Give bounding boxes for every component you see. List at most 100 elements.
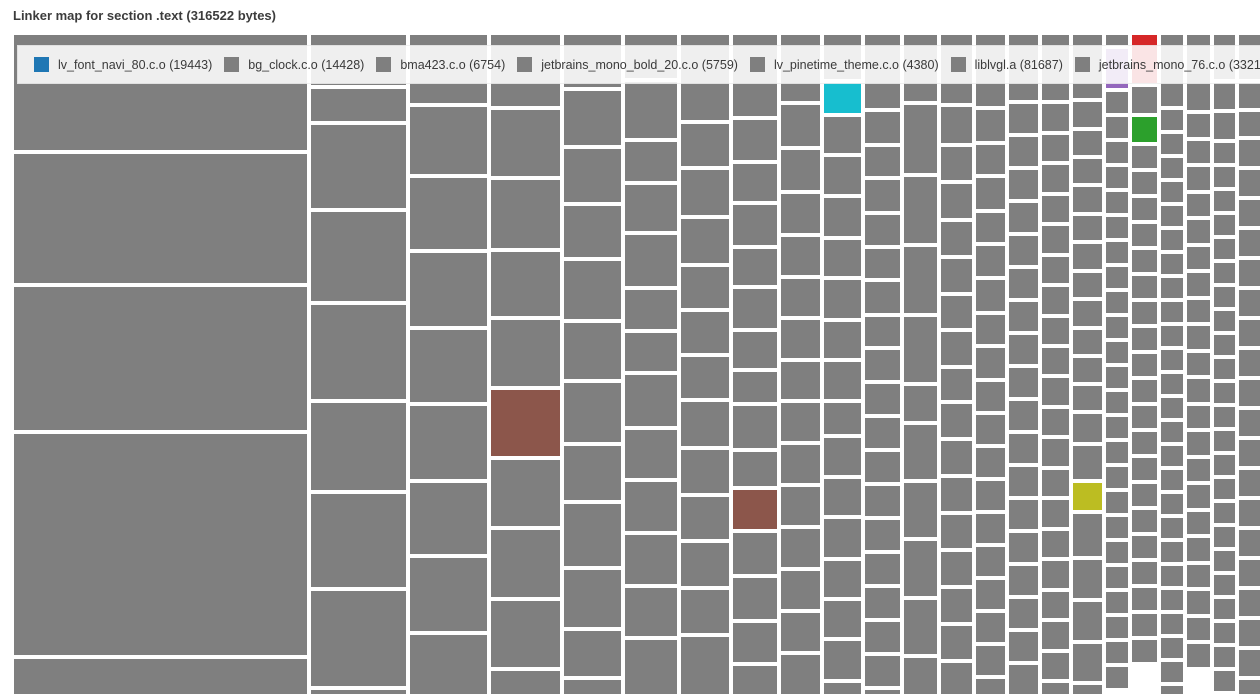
treemap-tile bbox=[410, 107, 487, 174]
treemap-tile bbox=[1132, 146, 1157, 168]
treemap-tile bbox=[564, 261, 621, 319]
treemap-tile bbox=[491, 180, 560, 248]
treemap-tile bbox=[976, 679, 1005, 694]
treemap-tile bbox=[1239, 380, 1260, 406]
treemap-tile bbox=[1161, 254, 1183, 274]
treemap-tile bbox=[941, 441, 972, 474]
legend-swatch bbox=[749, 57, 765, 72]
treemap-tile bbox=[1187, 114, 1210, 137]
treemap-column bbox=[564, 35, 621, 694]
treemap-tile bbox=[733, 578, 777, 619]
treemap-tile bbox=[1073, 644, 1102, 681]
treemap-tile bbox=[1161, 326, 1183, 346]
treemap-tile bbox=[1161, 230, 1183, 250]
treemap-tile bbox=[733, 205, 777, 245]
treemap-tile bbox=[1161, 686, 1183, 694]
treemap-tile bbox=[781, 655, 820, 694]
treemap-tile bbox=[1042, 653, 1069, 679]
treemap-tile bbox=[1161, 350, 1183, 370]
treemap-tile bbox=[410, 406, 487, 479]
treemap-tile bbox=[824, 157, 861, 194]
treemap-tile bbox=[976, 315, 1005, 344]
treemap-tile bbox=[781, 279, 820, 316]
treemap-tile bbox=[941, 478, 972, 511]
treemap-tile bbox=[1042, 196, 1069, 222]
treemap-tile bbox=[1239, 112, 1260, 136]
treemap-tile bbox=[1214, 335, 1235, 355]
treemap-tile bbox=[941, 404, 972, 437]
treemap-tile bbox=[1073, 560, 1102, 598]
treemap-tile bbox=[904, 177, 937, 243]
treemap-tile bbox=[1214, 359, 1235, 379]
treemap-tile bbox=[904, 600, 937, 654]
treemap-tile bbox=[1214, 671, 1235, 691]
treemap-tile bbox=[941, 296, 972, 328]
treemap-tile bbox=[1042, 348, 1069, 374]
treemap-tile bbox=[781, 613, 820, 651]
treemap-tile bbox=[824, 479, 861, 515]
treemap-tile bbox=[1106, 567, 1128, 588]
treemap-column bbox=[1106, 35, 1128, 692]
treemap-tile bbox=[564, 206, 621, 257]
treemap-tile bbox=[410, 483, 487, 554]
treemap-tile bbox=[410, 178, 487, 249]
treemap-tile bbox=[1042, 135, 1069, 161]
treemap-tile bbox=[1042, 683, 1069, 694]
treemap-tile bbox=[1161, 446, 1183, 466]
treemap-tile bbox=[14, 659, 307, 694]
treemap-tile bbox=[1214, 575, 1235, 595]
treemap-tile bbox=[1187, 300, 1210, 322]
treemap-tile bbox=[1214, 407, 1235, 427]
treemap-tile bbox=[904, 658, 937, 694]
treemap-tile bbox=[733, 533, 777, 574]
treemap-tile bbox=[1106, 217, 1128, 238]
treemap-tile bbox=[1073, 159, 1102, 183]
treemap-tile bbox=[865, 588, 900, 618]
treemap-tile bbox=[865, 622, 900, 652]
treemap-tile bbox=[1042, 500, 1069, 527]
treemap-tile bbox=[681, 357, 729, 398]
treemap-tiles bbox=[14, 35, 1260, 694]
treemap-tile bbox=[904, 483, 937, 537]
treemap-tile bbox=[1187, 644, 1210, 667]
treemap-tile bbox=[1106, 117, 1128, 138]
treemap-tile bbox=[1214, 239, 1235, 259]
treemap-tile bbox=[410, 558, 487, 631]
treemap-tile bbox=[1073, 102, 1102, 127]
treemap-tile bbox=[625, 640, 677, 694]
treemap-tile bbox=[1214, 83, 1235, 109]
treemap-tile bbox=[941, 184, 972, 218]
treemap-tile bbox=[625, 588, 677, 636]
legend-item: liblvgl.a (81687) bbox=[950, 57, 1063, 72]
treemap-tile bbox=[1132, 406, 1157, 428]
treemap-tile bbox=[941, 515, 972, 548]
treemap-tile bbox=[681, 543, 729, 586]
treemap-tile bbox=[1214, 287, 1235, 307]
treemap-tile bbox=[976, 145, 1005, 174]
treemap-tile bbox=[14, 287, 307, 430]
treemap-tile bbox=[1009, 302, 1038, 331]
treemap-tile bbox=[1009, 401, 1038, 430]
treemap-tile bbox=[733, 452, 777, 486]
treemap-tile bbox=[625, 142, 677, 181]
treemap-tile bbox=[1042, 287, 1069, 314]
treemap-tile bbox=[681, 450, 729, 493]
treemap-tile bbox=[904, 105, 937, 173]
treemap-tile bbox=[1042, 592, 1069, 618]
treemap-tile bbox=[976, 348, 1005, 378]
treemap-tile bbox=[1106, 167, 1128, 188]
treemap-tile bbox=[1106, 92, 1128, 113]
treemap-tile bbox=[311, 591, 406, 686]
treemap-tile bbox=[564, 149, 621, 202]
treemap-column bbox=[1187, 35, 1210, 671]
treemap-tile bbox=[1187, 485, 1210, 508]
treemap-tile bbox=[1214, 383, 1235, 403]
treemap-tile bbox=[625, 375, 677, 426]
treemap-tile bbox=[1161, 494, 1183, 514]
treemap-tile bbox=[410, 635, 487, 694]
treemap-tile bbox=[781, 445, 820, 483]
treemap-tile bbox=[865, 147, 900, 176]
treemap-tile bbox=[824, 561, 861, 597]
treemap-tile bbox=[1214, 647, 1235, 667]
legend-item: bma423.c.o (6754) bbox=[376, 57, 505, 72]
